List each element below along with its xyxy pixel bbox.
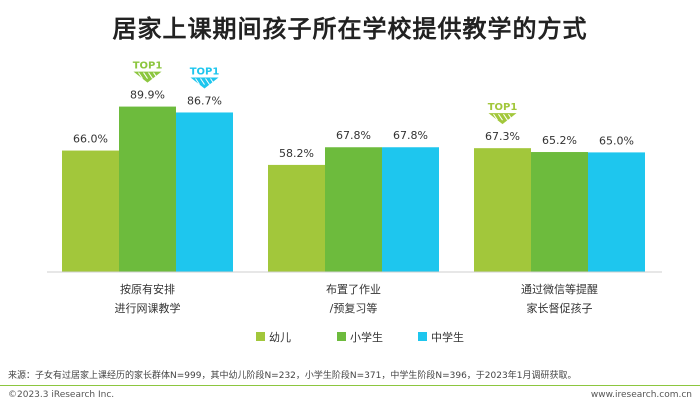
top1-stripe <box>498 113 503 121</box>
footer-divider <box>0 385 700 386</box>
top1-badge: TOP1 <box>488 102 518 125</box>
category-label: /预复习等 <box>330 301 378 315</box>
bar <box>382 147 439 272</box>
top1-text: TOP1 <box>190 66 220 77</box>
bar-value-label: 67.3% <box>485 130 520 143</box>
bar-value-label: 89.9% <box>130 89 165 102</box>
category-label: 按原有安排 <box>120 282 175 296</box>
top1-stripe <box>503 113 508 121</box>
top1-stripe <box>153 72 158 79</box>
source-note: 来源：子女有过居家上课经历的家长群体N=999，其中幼儿阶段N=232，小学生阶… <box>8 371 577 381</box>
copyright: ©2023.3 iResearch Inc. <box>8 390 115 400</box>
bar <box>325 147 382 272</box>
bar <box>588 152 645 272</box>
legend-label: 中学生 <box>431 330 464 344</box>
top1-chevron-icon <box>488 113 517 125</box>
bar <box>268 164 325 272</box>
bar <box>62 150 119 272</box>
top1-stripe <box>200 78 205 85</box>
top1-badge: TOP1 <box>190 66 220 89</box>
top1-stripe <box>205 78 210 85</box>
legend-label: 小学生 <box>350 330 383 344</box>
bar-value-label: 67.8% <box>393 129 428 142</box>
top1-stripe <box>493 113 498 121</box>
bar-value-label: 86.7% <box>187 94 222 107</box>
top1-stripe <box>148 72 153 79</box>
bar <box>119 106 176 272</box>
legend-swatch <box>418 332 427 341</box>
top1-stripe <box>143 72 148 79</box>
bar-value-label: 66.0% <box>73 133 108 146</box>
legend-swatch <box>337 332 346 341</box>
legend-label: 幼儿 <box>269 331 291 344</box>
chart-title: 居家上课期间孩子所在学校提供教学的方式 <box>112 15 588 43</box>
category-label: 家长督促孩子 <box>527 301 593 315</box>
top1-text: TOP1 <box>488 102 518 113</box>
bar-value-label: 58.2% <box>279 147 314 160</box>
top1-chevron-icon <box>190 77 219 89</box>
category-label: 通过微信等提醒 <box>521 282 598 296</box>
bar-value-label: 65.2% <box>542 134 577 147</box>
bar <box>176 112 233 272</box>
top1-stripe <box>138 72 143 79</box>
top1-text: TOP1 <box>133 61 163 72</box>
bar-value-label: 67.8% <box>336 129 371 142</box>
bar-value-label: 65.0% <box>599 134 634 147</box>
top1-stripe <box>508 113 513 121</box>
top1-stripe <box>195 78 200 85</box>
legend-swatch <box>256 332 265 341</box>
bar <box>474 148 531 272</box>
category-label: 进行网课教学 <box>115 301 181 315</box>
top1-badge: TOP1 <box>133 61 163 83</box>
bar <box>531 152 588 272</box>
category-label: 布置了作业 <box>326 283 381 296</box>
website: www.iresearch.com.cn <box>590 390 692 400</box>
top1-chevron-icon <box>133 71 162 83</box>
top1-stripe <box>210 78 215 85</box>
